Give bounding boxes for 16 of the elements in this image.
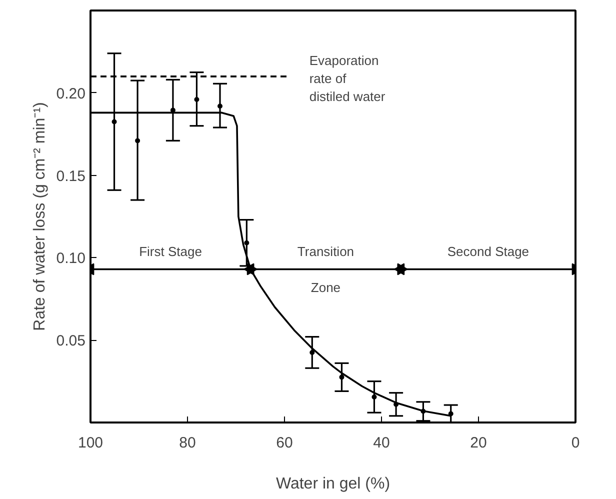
y-tick-label: 0.15 <box>56 168 86 185</box>
x-tick-label: 0 <box>571 434 580 452</box>
y-axis-title: Rate of water loss (g cm⁻² min⁻¹) <box>31 102 48 331</box>
y-tick-label: 0.20 <box>56 85 86 102</box>
text: Transition Zone <box>297 244 354 296</box>
x-tick-label: 100 <box>78 434 104 452</box>
y-tick-label: 0.10 <box>56 250 86 268</box>
x-tick-label: 80 <box>179 434 196 452</box>
x-tick-label: 60 <box>276 434 293 452</box>
x-tick-label: 40 <box>373 434 390 452</box>
x-axis-title: Water in gel (%) <box>276 476 390 492</box>
x-tick-label: 20 <box>470 434 487 452</box>
annotation: Evaporation rate of distiled water <box>309 52 386 104</box>
annotation: First Stage <box>139 244 202 260</box>
annotation: Second Stage <box>447 244 530 260</box>
y-tick-label: 0.05 <box>56 332 86 350</box>
